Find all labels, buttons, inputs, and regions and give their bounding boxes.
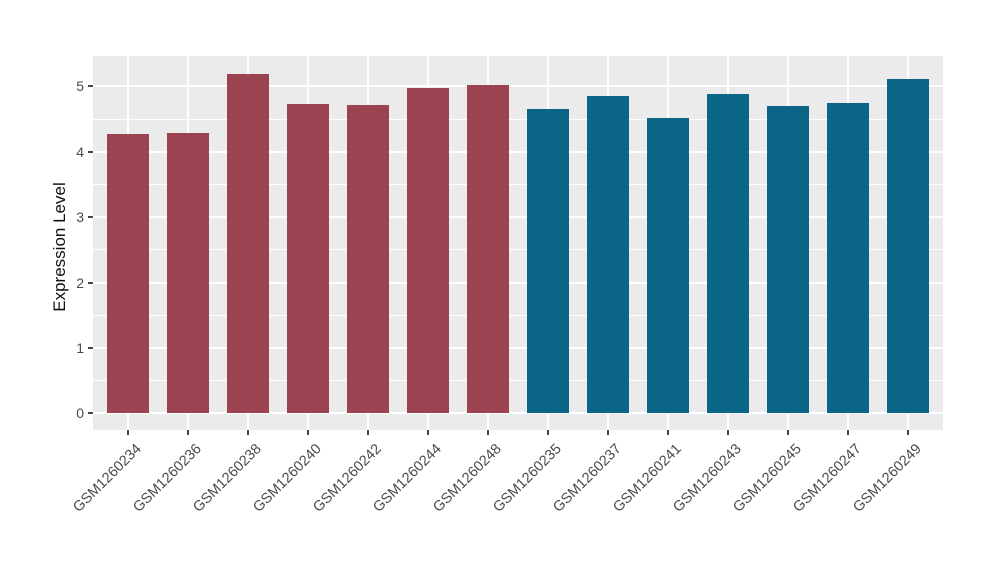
minor-gridline [93,314,943,316]
y-tick-label: 5 [76,78,84,95]
y-axis-title: Expression Level [50,182,69,312]
x-tick-mark [847,430,850,435]
major-gridline [93,85,943,88]
bar-GSM1260235 [527,109,570,414]
x-tick-mark [487,430,490,435]
y-tick-mark [88,150,93,153]
plot-panel [93,56,943,430]
major-gridline [93,281,943,284]
x-tick-mark [427,430,430,435]
bar-GSM1260249 [887,79,930,414]
y-tick-mark [88,346,93,349]
x-tick-mark [607,430,610,435]
major-gridline [93,150,943,153]
bar-GSM1260243 [707,94,750,414]
x-tick-mark [307,430,310,435]
minor-gridline [93,249,943,251]
x-tick-mark [727,430,730,435]
major-gridline [93,216,943,219]
bar-GSM1260238 [227,73,270,414]
bar-GSM1260242 [347,104,390,414]
x-tick-mark [787,430,790,435]
minor-gridline [93,118,943,120]
bar-GSM1260244 [407,88,450,414]
y-tick-label: 4 [76,143,84,160]
major-gridline [93,412,943,415]
x-tick-mark [907,430,910,435]
x-tick-mark [667,430,670,435]
minor-gridline [93,380,943,382]
y-tick-mark [88,85,93,88]
x-tick-mark [367,430,370,435]
y-tick-label: 0 [76,405,84,422]
bar-GSM1260245 [767,105,810,414]
bar-GSM1260241 [647,117,690,414]
bar-GSM1260248 [467,84,510,414]
bar-GSM1260236 [167,132,210,414]
bar-GSM1260237 [587,96,630,414]
x-tick-mark [127,430,130,435]
bar-GSM1260234 [107,134,150,414]
x-tick-mark [547,430,550,435]
y-tick-label: 3 [76,209,84,226]
bar-GSM1260240 [287,103,330,414]
panel-background [93,56,943,430]
y-tick-label: 2 [76,274,84,291]
x-tick-mark [247,430,250,435]
x-tick-mark [187,430,190,435]
y-tick-mark [88,281,93,284]
y-tick-mark [88,412,93,415]
y-tick-label: 1 [76,339,84,356]
y-tick-mark [88,216,93,219]
major-gridline [93,346,943,349]
bar-GSM1260247 [827,102,870,414]
minor-gridline [93,183,943,185]
